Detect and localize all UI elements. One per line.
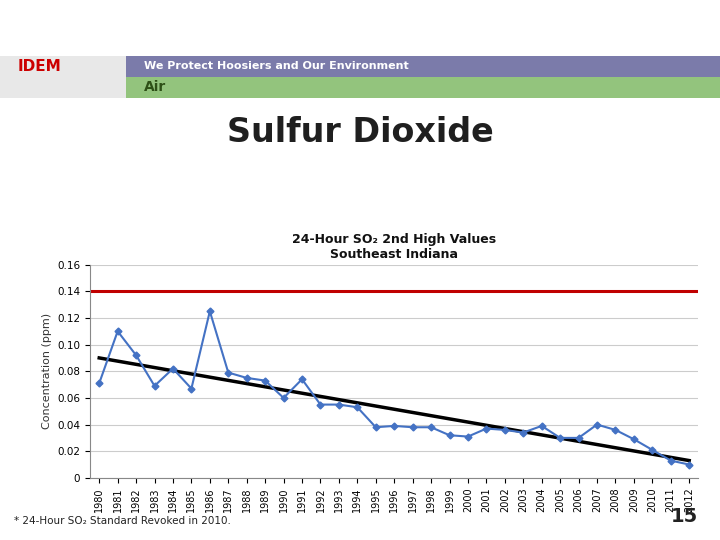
Title: 24-Hour SO₂ 2nd High Values
Southeast Indiana: 24-Hour SO₂ 2nd High Values Southeast In… xyxy=(292,233,496,261)
Y-axis label: Concentration (ppm): Concentration (ppm) xyxy=(42,313,52,429)
Text: Air: Air xyxy=(144,80,166,94)
Text: We Protect Hoosiers and Our Environment: We Protect Hoosiers and Our Environment xyxy=(144,62,409,71)
Text: 15: 15 xyxy=(671,508,698,526)
Text: IDEM: IDEM xyxy=(18,59,62,74)
Text: * 24-Hour SO₂ Standard Revoked in 2010.: * 24-Hour SO₂ Standard Revoked in 2010. xyxy=(14,516,231,526)
Text: Sulfur Dioxide: Sulfur Dioxide xyxy=(227,116,493,149)
